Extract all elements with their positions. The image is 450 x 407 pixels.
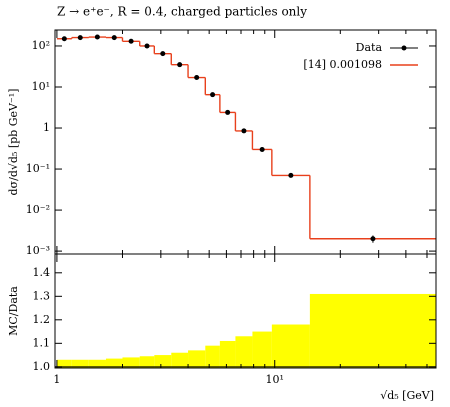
legend-label: [14] 0.001098: [303, 58, 382, 71]
ratio-band: [88, 359, 106, 368]
x-tick-label: 10¹: [266, 373, 284, 386]
data-point: [177, 62, 183, 68]
y-tick-label: 10¹: [32, 80, 50, 93]
ratio-band: [56, 359, 72, 368]
ratio-band: [219, 340, 236, 368]
chart-title: Z → e⁺e⁻, R = 0.4, charged particles onl…: [57, 5, 307, 19]
data-point: [194, 75, 200, 81]
y-tick-label: 10²: [32, 39, 50, 52]
data-point: [128, 38, 134, 44]
data-point: [259, 146, 265, 152]
legend-label: Data: [356, 41, 383, 54]
data-point: [160, 51, 166, 57]
data-point: [144, 43, 150, 49]
data-point: [77, 35, 83, 41]
x-axis-label: √d₅ [GeV]: [380, 389, 434, 402]
y-tick-label: 1.2: [33, 313, 51, 326]
data-point: [288, 172, 294, 178]
data-point: [61, 36, 67, 42]
data-point: [210, 92, 216, 98]
y-tick-label: 1: [43, 121, 50, 134]
ratio-band: [205, 345, 220, 368]
ratio-band: [188, 350, 206, 368]
y-tick-label: 1.4: [33, 266, 51, 279]
data-point: [111, 35, 117, 41]
ratio-band: [309, 293, 436, 368]
ratio-band: [71, 359, 89, 368]
ratio-band: [154, 355, 172, 368]
plot-frame: [54, 253, 437, 369]
y-tick-label: 10⁻¹: [26, 162, 50, 175]
legend-swatch: [401, 45, 407, 51]
ratio-axis-label: MC/Data: [7, 286, 20, 336]
y-tick-label: 1.1: [33, 336, 51, 349]
ratio-band: [139, 356, 155, 368]
y-tick-label: 1.0: [33, 360, 51, 373]
ratio-band: [171, 352, 189, 368]
ratio-band: [271, 324, 310, 368]
x-tick-label: 1: [53, 373, 60, 386]
data-point: [241, 128, 247, 134]
ratio-band: [235, 336, 253, 368]
y-tick-label: 10⁻²: [26, 203, 50, 216]
ratio-band: [122, 357, 140, 368]
data-point: [94, 34, 100, 40]
y-tick-label: 10⁻³: [26, 244, 50, 257]
data-point: [225, 109, 231, 115]
y-tick-label: 1.3: [33, 289, 51, 302]
ratio-band: [252, 331, 272, 368]
y-axis-label: dσ/d√d₅ [pb GeV⁻¹]: [7, 89, 20, 196]
ratio-band: [105, 358, 123, 368]
data-point: [370, 236, 376, 242]
